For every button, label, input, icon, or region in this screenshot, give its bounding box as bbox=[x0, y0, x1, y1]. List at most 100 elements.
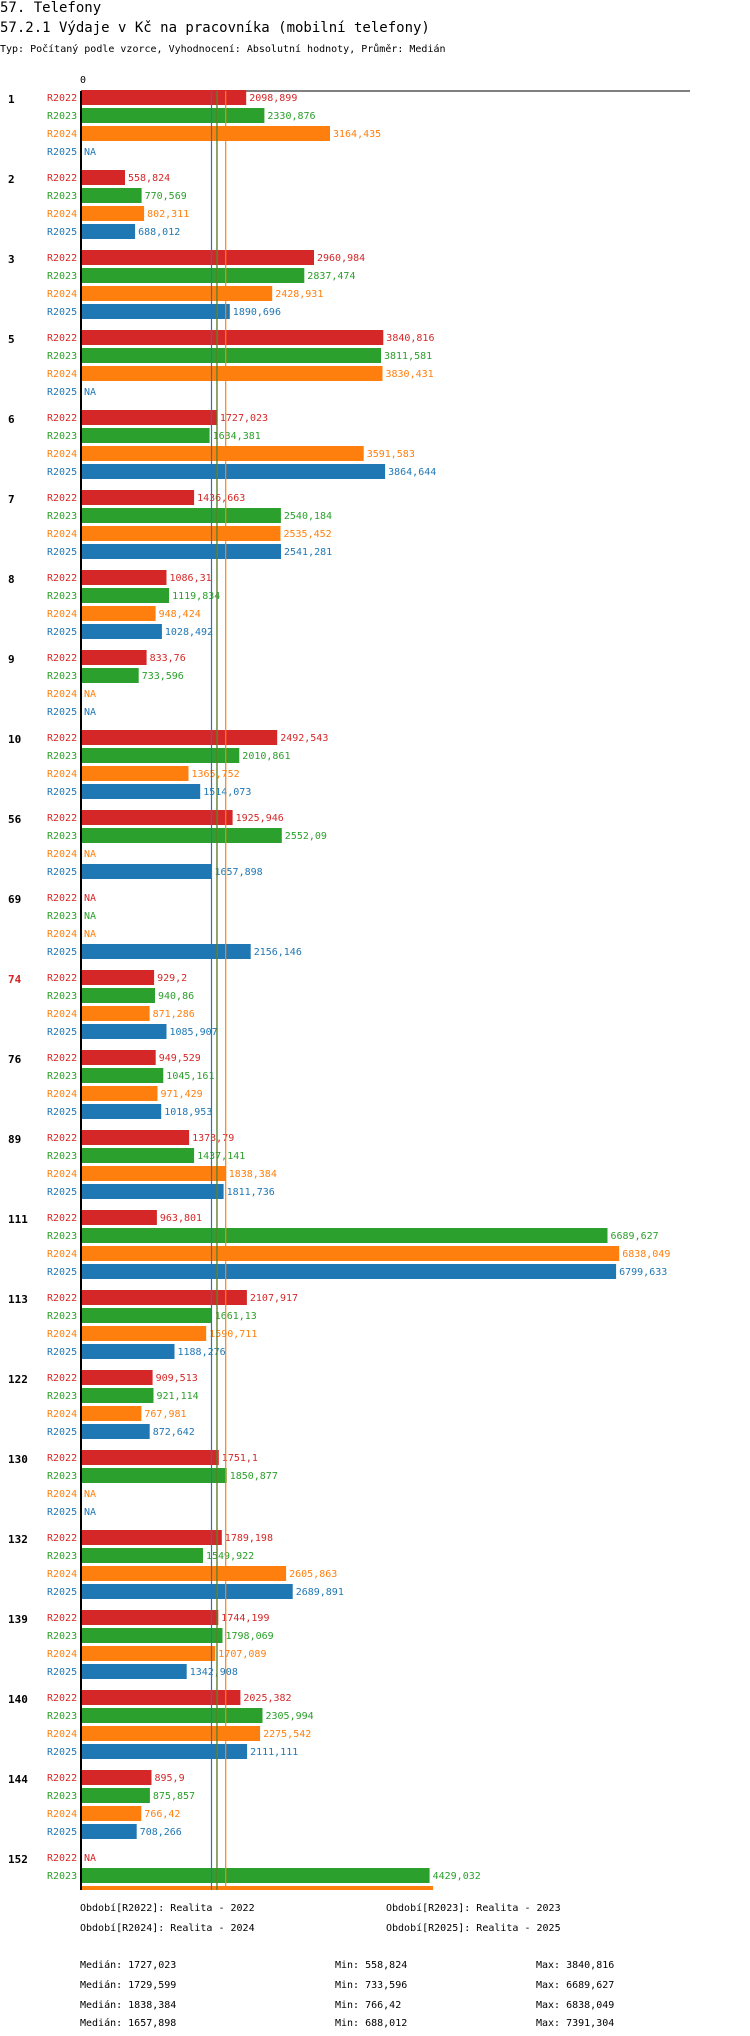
bar-r2022 bbox=[81, 1770, 152, 1785]
series-label-r2024: R2024 bbox=[47, 1409, 77, 1420]
value-label-r2022: 2098,899 bbox=[249, 93, 297, 104]
bar-r2023 bbox=[81, 1708, 263, 1723]
chart-title: 57.2.1 Výdaje v Kč na pracovníka (mobiln… bbox=[0, 20, 430, 36]
legend-period-r2025: Období[R2025]: Realita - 2025 bbox=[386, 1923, 561, 1934]
series-label-r2022: R2022 bbox=[47, 1613, 77, 1624]
bar-r2024 bbox=[81, 766, 189, 781]
bar-r2024 bbox=[81, 366, 383, 381]
bar-r2022 bbox=[81, 250, 314, 265]
bar-r2024 bbox=[81, 1166, 226, 1181]
series-label-r2023: R2023 bbox=[47, 591, 77, 602]
series-label-r2022: R2022 bbox=[47, 733, 77, 744]
bar-r2022 bbox=[81, 490, 195, 505]
series-label-r2024: R2024 bbox=[47, 1809, 77, 1820]
series-label-r2025: R2025 bbox=[47, 387, 77, 398]
group-label: 5 bbox=[8, 333, 15, 346]
value-label-r2023: NA bbox=[84, 911, 96, 922]
bar-r2023 bbox=[81, 428, 210, 443]
value-label-r2023: 6689,627 bbox=[611, 1231, 659, 1242]
series-label-r2023: R2023 bbox=[47, 1791, 77, 1802]
bar-r2022 bbox=[81, 1130, 190, 1145]
value-label-r2024: 3164,435 bbox=[333, 129, 381, 140]
series-label-r2025: R2025 bbox=[47, 307, 77, 318]
series-label-r2025: R2025 bbox=[47, 1427, 77, 1438]
value-label-r2023: 1798,069 bbox=[226, 1631, 274, 1642]
series-label-r2024: R2024 bbox=[47, 1649, 77, 1660]
value-label-r2023: 1634,381 bbox=[213, 431, 261, 442]
value-label-r2024: NA bbox=[84, 689, 96, 700]
value-label-r2022: 2025,382 bbox=[243, 1693, 291, 1704]
value-label-r2023: 1661,13 bbox=[215, 1311, 257, 1322]
value-label-r2025: 2156,146 bbox=[254, 947, 302, 958]
group-label: 89 bbox=[8, 1133, 21, 1146]
series-label-r2025: R2025 bbox=[47, 947, 77, 958]
value-label-r2022: 558,824 bbox=[128, 173, 170, 184]
series-label-r2024: R2024 bbox=[47, 129, 77, 140]
bar-r2025 bbox=[81, 1264, 617, 1279]
group-label: 1 bbox=[8, 93, 15, 106]
series-label-r2025: R2025 bbox=[47, 1507, 77, 1518]
value-label-r2025: 1028,492 bbox=[165, 627, 213, 638]
value-label-r2025: 688,012 bbox=[138, 227, 180, 238]
bar-r2022 bbox=[81, 1450, 219, 1465]
series-label-r2022: R2022 bbox=[47, 1453, 77, 1464]
bar-r2025 bbox=[81, 544, 281, 559]
value-label-r2023: 733,596 bbox=[142, 671, 184, 682]
series-label-r2022: R2022 bbox=[47, 1773, 77, 1784]
value-label-r2025: NA bbox=[84, 1507, 96, 1518]
bar-r2022 bbox=[81, 1290, 247, 1305]
series-label-r2025: R2025 bbox=[47, 867, 77, 878]
series-label-r2022: R2022 bbox=[47, 93, 77, 104]
group-label: 8 bbox=[8, 573, 15, 586]
bar-r2024 bbox=[81, 1326, 207, 1341]
bar-r2024 bbox=[81, 1406, 142, 1421]
series-label-r2025: R2025 bbox=[47, 1587, 77, 1598]
series-label-r2023: R2023 bbox=[47, 1471, 77, 1482]
group-label: 144 bbox=[8, 1773, 28, 1786]
value-label-r2022: 1727,023 bbox=[220, 413, 268, 424]
series-label-r2024: R2024 bbox=[47, 1489, 77, 1500]
bar-r2025 bbox=[81, 944, 251, 959]
series-label-r2024: R2024 bbox=[47, 769, 77, 780]
bar-r2023 bbox=[81, 1228, 608, 1243]
value-label-r2024: NA bbox=[84, 1489, 96, 1500]
bar-r2025 bbox=[81, 464, 386, 479]
series-label-r2024: R2024 bbox=[47, 1009, 77, 1020]
series-label-r2024: R2024 bbox=[47, 929, 77, 940]
series-label-r2025: R2025 bbox=[47, 707, 77, 718]
bar-r2024 bbox=[81, 446, 364, 461]
series-label-r2023: R2023 bbox=[47, 991, 77, 1002]
bar-r2025 bbox=[81, 1424, 150, 1439]
bar-r2022 bbox=[81, 1370, 153, 1385]
series-label-r2025: R2025 bbox=[47, 627, 77, 638]
bar-r2024 bbox=[81, 126, 330, 141]
series-label-r2024: R2024 bbox=[47, 529, 77, 540]
value-label-r2025: 708,266 bbox=[140, 1827, 182, 1838]
legend-period-r2023: Období[R2023]: Realita - 2023 bbox=[386, 1903, 561, 1914]
value-label-r2022: 2960,984 bbox=[317, 253, 365, 264]
bar-r2025 bbox=[81, 1664, 187, 1679]
series-label-r2022: R2022 bbox=[47, 1213, 77, 1224]
legend-period-r2022: Období[R2022]: Realita - 2022 bbox=[80, 1903, 255, 1914]
group-label: 6 bbox=[8, 413, 15, 426]
legend-median-r2025: Medián: 1657,898 bbox=[80, 2018, 177, 2029]
value-label-r2025: 1890,696 bbox=[233, 307, 281, 318]
value-label-r2023: 1045,161 bbox=[166, 1071, 214, 1082]
series-label-r2023: R2023 bbox=[47, 911, 77, 922]
value-label-r2024: 1707,089 bbox=[218, 1649, 266, 1660]
series-label-r2022: R2022 bbox=[47, 1293, 77, 1304]
group-label: 113 bbox=[8, 1293, 28, 1306]
value-label-r2024: 6838,049 bbox=[622, 1249, 670, 1260]
bar-r2023 bbox=[81, 108, 265, 123]
legend-max-r2022: Max: 3840,816 bbox=[536, 1960, 615, 1971]
value-label-r2023: 1119,834 bbox=[172, 591, 220, 602]
series-label-r2025: R2025 bbox=[47, 1747, 77, 1758]
value-label-r2025: 1188,276 bbox=[178, 1347, 226, 1358]
group-label: 152 bbox=[8, 1853, 28, 1866]
series-label-r2023: R2023 bbox=[47, 1551, 77, 1562]
series-label-r2024: R2024 bbox=[47, 1089, 77, 1100]
value-label-r2023: 1549,922 bbox=[206, 1551, 254, 1562]
bar-r2022 bbox=[81, 1050, 156, 1065]
bar-r2025 bbox=[81, 784, 201, 799]
bar-r2025 bbox=[81, 1104, 162, 1119]
